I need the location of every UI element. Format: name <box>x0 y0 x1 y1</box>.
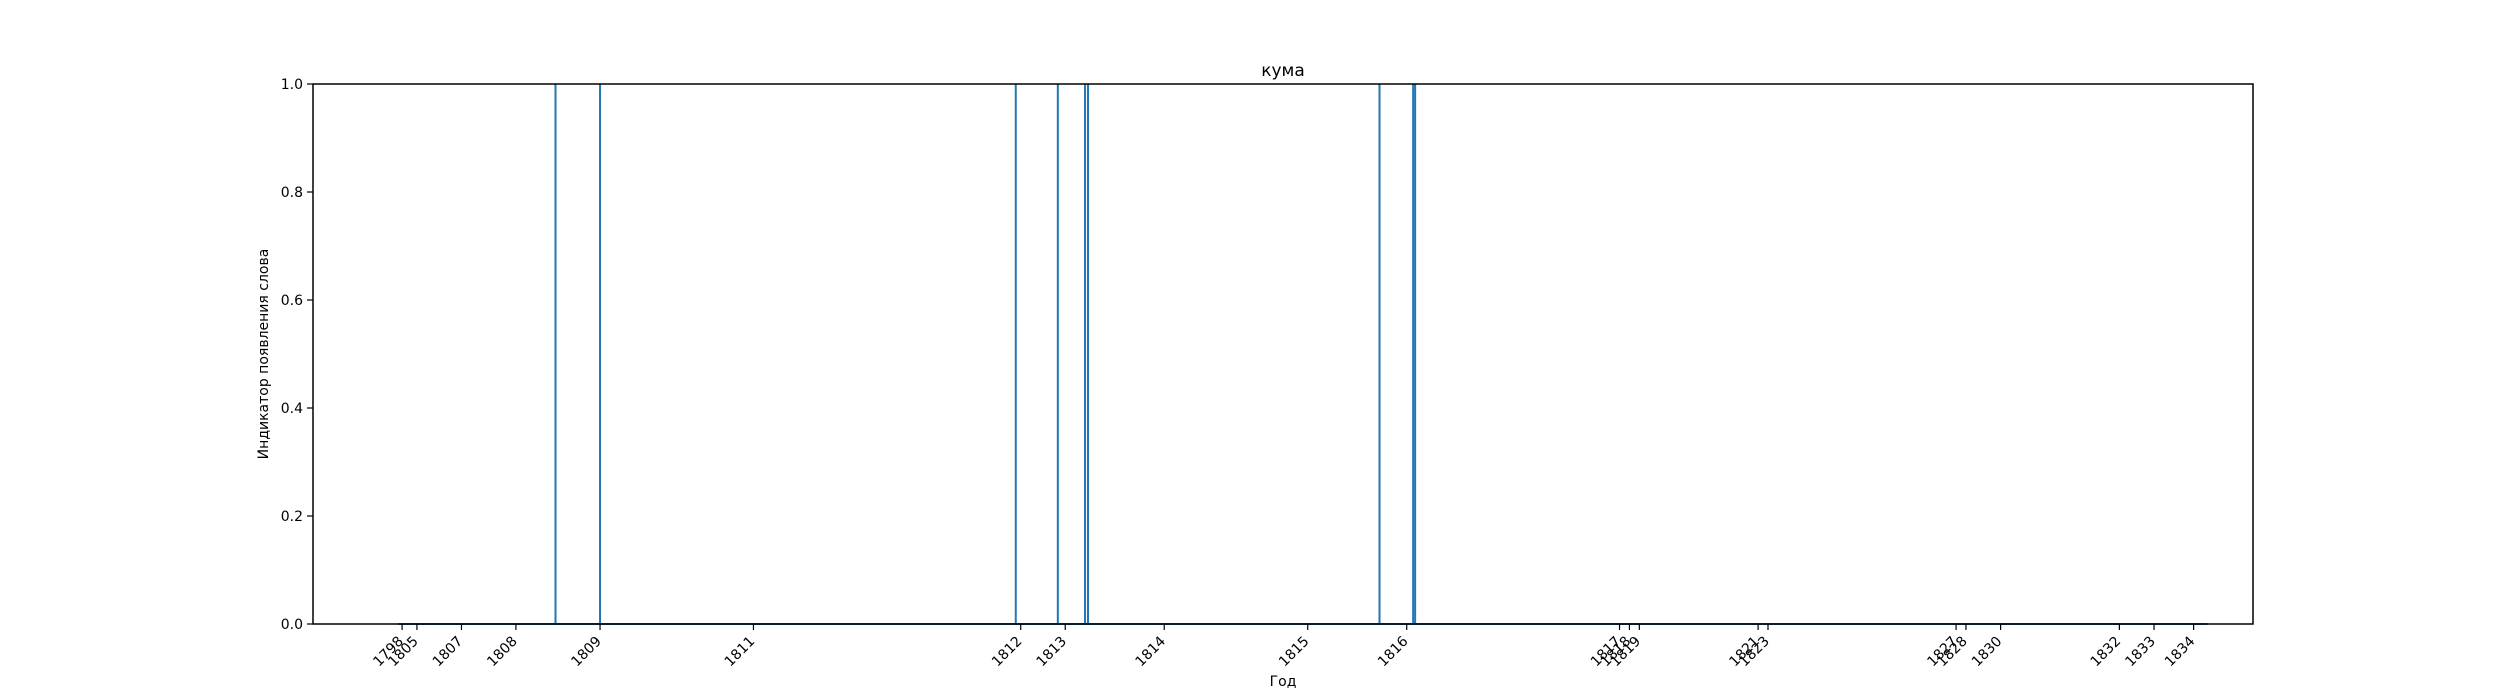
y-tick-label-4: 0.6 <box>281 293 303 309</box>
plot-frame <box>312 83 2254 625</box>
x-axis-label: Год <box>1270 674 1297 690</box>
y-tick-label-5: 0.8 <box>281 185 303 201</box>
y-tick-label-1: 0.0 <box>281 617 303 633</box>
y-tick-label-6: 1.0 <box>281 77 303 93</box>
y-axis-label: Индикатор появления слова <box>256 249 272 460</box>
chart-title: кума <box>1261 61 1305 81</box>
y-tick-label-3: 0.4 <box>281 401 303 417</box>
y-axis: 0.0 0.2 0.4 0.6 0.8 1.0 <box>281 77 313 633</box>
y-tick-label-2: 0.2 <box>281 509 303 525</box>
